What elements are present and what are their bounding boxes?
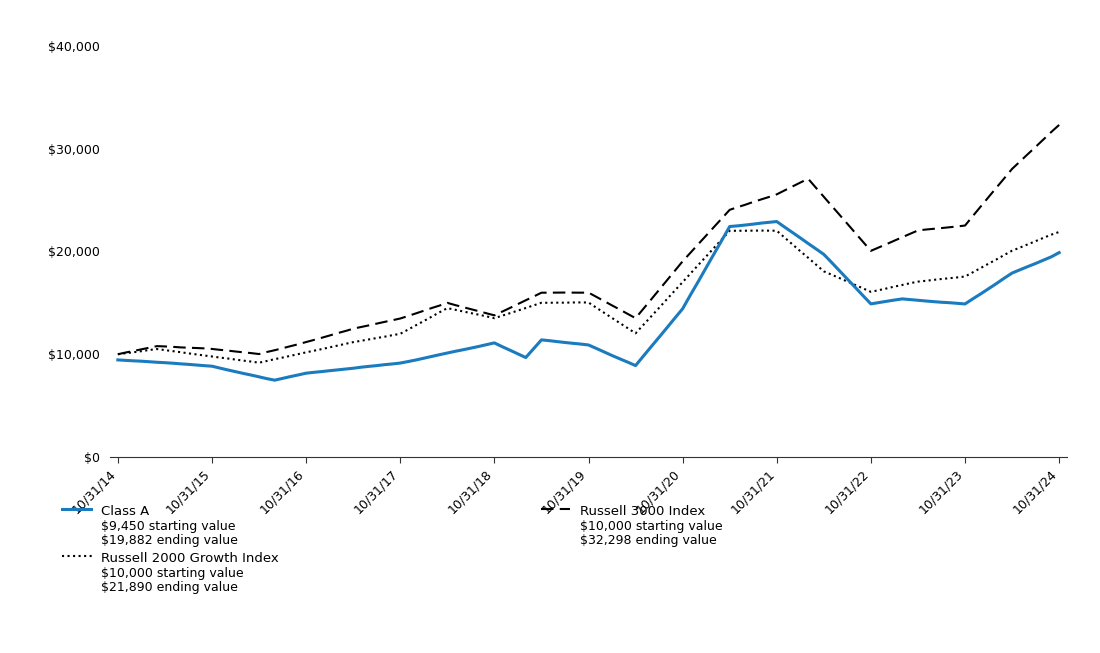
class_a xyxy=(755,219,768,227)
r2000 xyxy=(111,350,124,358)
r3000 xyxy=(512,300,525,308)
r3000 xyxy=(206,345,219,353)
Text: $10,000 starting value: $10,000 starting value xyxy=(101,567,244,581)
r2000 xyxy=(1053,228,1066,236)
Text: $32,298 ending value: $32,298 ending value xyxy=(580,534,716,547)
class_a xyxy=(519,354,532,362)
Text: $9,450 starting value: $9,450 starting value xyxy=(101,520,235,534)
r2000 xyxy=(252,358,265,366)
class_a xyxy=(111,356,124,364)
r3000 xyxy=(1053,121,1066,129)
class_a xyxy=(206,362,219,370)
Text: $21,890 ending value: $21,890 ending value xyxy=(101,581,238,594)
r2000 xyxy=(755,227,768,234)
r3000 xyxy=(747,198,760,206)
Text: $10,000 starting value: $10,000 starting value xyxy=(580,520,723,534)
r2000 xyxy=(707,244,721,252)
class_a xyxy=(268,376,282,384)
r2000 xyxy=(339,340,352,348)
Line: r2000: r2000 xyxy=(118,231,1059,362)
r2000 xyxy=(1005,247,1019,255)
class_a xyxy=(339,365,352,373)
Line: r3000: r3000 xyxy=(118,125,1059,354)
class_a xyxy=(1053,249,1066,257)
r2000 xyxy=(519,304,532,312)
r3000 xyxy=(990,183,1003,191)
class_a xyxy=(770,217,783,225)
class_a xyxy=(1005,269,1019,277)
r3000 xyxy=(111,350,124,358)
r2000 xyxy=(762,227,776,234)
class_a xyxy=(707,250,721,258)
Text: Russell 2000 Growth Index: Russell 2000 Growth Index xyxy=(101,552,279,565)
Text: Class A: Class A xyxy=(101,505,150,518)
Text: Russell 3000 Index: Russell 3000 Index xyxy=(580,505,705,518)
r3000 xyxy=(700,232,713,240)
r2000 xyxy=(206,353,219,360)
Line: class_a: class_a xyxy=(118,221,1059,380)
r3000 xyxy=(331,329,344,337)
Text: $19,882 ending value: $19,882 ending value xyxy=(101,534,238,547)
